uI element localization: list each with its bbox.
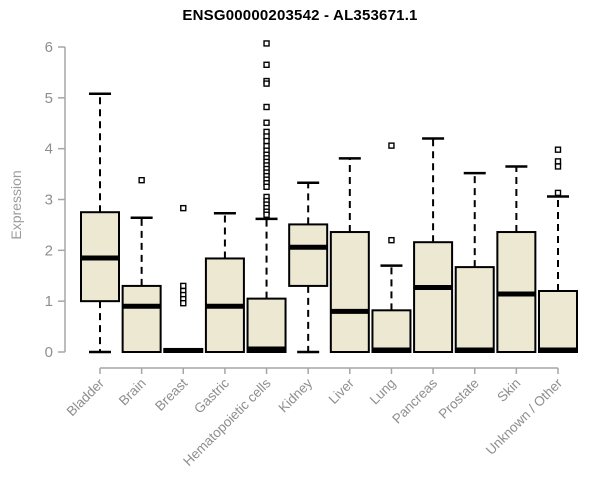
outlier-point [180,282,187,290]
outlier-point [554,158,562,165]
box-hematopoietic-cells [246,40,287,353]
outlier-point [554,189,562,197]
box-liver [329,157,370,354]
x-category-label: Breast [152,375,190,413]
x-category-label: Pancreas [389,375,440,426]
box-unknown-other [538,146,578,353]
y-tick-label: 4 [45,141,53,158]
iqr-box [246,297,287,353]
outlier-point [263,80,270,87]
iqr-box [371,309,412,354]
x-category-label: Bladder [64,375,108,419]
x-category-label: Skin [494,376,523,405]
x-category-label: Kidney [276,375,316,415]
iqr-box [413,241,454,353]
box-skin [496,165,537,354]
outlier-point [554,163,562,170]
outlier-point [263,183,270,190]
iqr-box [538,290,578,353]
outlier-point [263,119,270,126]
outlier-point [263,40,270,47]
outlier-point [180,300,187,307]
iqr-box [288,223,329,287]
x-category-label: Prostate [436,376,482,422]
box-gastric [204,211,245,354]
y-tick-label: 1 [45,293,53,310]
outlier-point [263,211,270,218]
y-tick-label: 6 [45,39,53,56]
iqr-box [454,266,495,354]
box-pancreas [413,137,454,353]
y-tick-label: 0 [45,344,53,361]
y-tick-label: 2 [45,242,53,259]
chart-title: ENSG00000203542 - AL353671.1 [182,7,418,24]
box-lung [371,142,412,354]
outlier-point [554,146,562,153]
box-breast [163,204,204,354]
box-prostate [454,171,495,354]
outlier-point [263,61,270,68]
x-category-label: Brain [116,376,149,409]
x-category-label: Liver [326,375,358,407]
outlier-point [388,236,395,244]
y-tick-label: 3 [45,192,53,209]
box-brain [121,176,162,353]
x-category-label: Gastric [191,375,232,416]
iqr-box [329,231,370,354]
iqr-box [121,284,162,353]
outlier-point [138,176,145,184]
x-category-label: Lung [367,376,399,408]
outlier-point [180,204,187,212]
box-kidney [288,181,329,354]
outlier-point [263,103,270,111]
box-bladder [80,92,120,354]
outlier-point [263,137,270,145]
y-tick-label: 5 [45,90,53,107]
outlier-point [388,142,395,149]
x-category-label: Unknown / Other [483,375,566,458]
